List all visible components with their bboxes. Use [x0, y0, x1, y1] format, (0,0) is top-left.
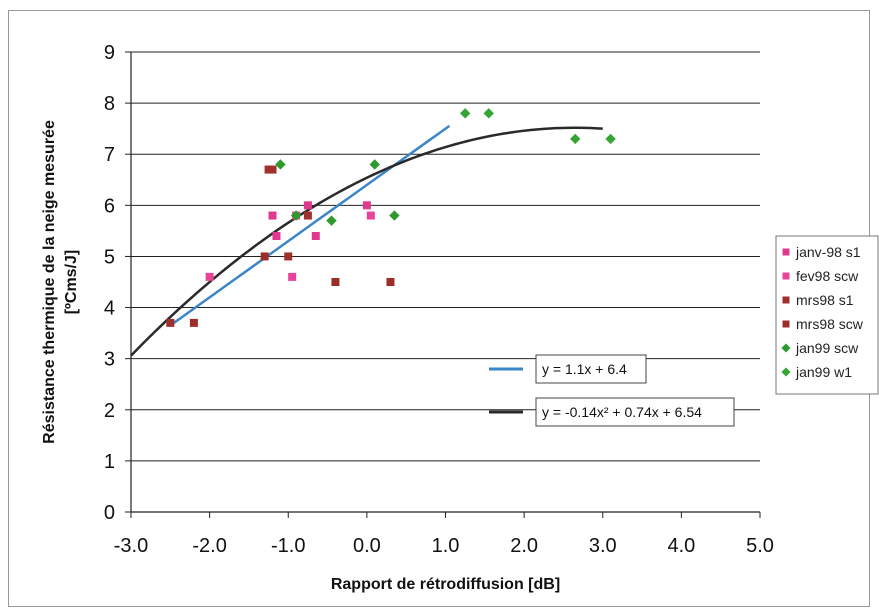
- tick-label-x-1.0: 1.0: [432, 535, 460, 557]
- legend-label-mrs98-scw: mrs98 scw: [796, 316, 864, 332]
- tick-label-y-8: 8: [104, 93, 115, 115]
- data-point-jan99-scw-0: [275, 159, 286, 170]
- tick-label-y-5: 5: [104, 246, 115, 268]
- legend-marker-janv-98-s1: [782, 248, 790, 256]
- data-point-jan99-w1-1: [483, 108, 494, 119]
- tick-label-y-9: 9: [104, 42, 115, 64]
- data-point-janv-98-s1-3: [311, 232, 320, 240]
- equation-label-linear: y = 1.1x + 6.4: [542, 361, 627, 377]
- axes: [125, 51, 761, 518]
- y-axis-title-unit: [ºCms/J]: [63, 250, 80, 315]
- tick-label-x--3.0: -3.0: [114, 535, 148, 557]
- data-point-jan99-w1-3: [605, 133, 616, 145]
- tick-label-x-3.0: 3.0: [589, 535, 617, 557]
- legend: janv-98 s1 fev98 scw mrs98 s1 mrs98 scw jan9…: [775, 235, 879, 395]
- tick-label-x-0.0: 0.0: [353, 535, 381, 557]
- tick-labels: 0 1 2 3 4 5 6 7 8 9 -3.0 -2.0 -1.0 0.0 1.0 2.0 3.0 4.0 5.0: [104, 42, 774, 557]
- tick-label-x-5.0: 5.0: [746, 535, 774, 557]
- trendlines: [130, 124, 603, 357]
- trendline-polynomial: [130, 126, 603, 357]
- y-axis-title-line1: Résistance thermique de la neige mesurée: [41, 120, 58, 444]
- equation-box-polynomial: [535, 397, 735, 427]
- data-point-jan99-scw-1: [290, 210, 302, 221]
- legend-marker-fev98-scw: [782, 272, 790, 280]
- legend-label-fev98-scw: fev98 scw: [796, 268, 859, 284]
- legend-label-mrs98-s1: mrs98 s1: [796, 292, 854, 308]
- legend-marker-mrs98-s1: [782, 296, 790, 304]
- tick-label-x--2.0: -2.0: [192, 535, 226, 557]
- tick-label-y-3: 3: [104, 349, 115, 371]
- legend-label-jan99-scw: jan99 scw: [795, 340, 859, 356]
- legend-marker-mrs98-scw: [782, 320, 790, 328]
- chart-frame: [8, 10, 870, 607]
- tick-label-x-2.0: 2.0: [510, 535, 538, 557]
- tick-label-y-4: 4: [104, 298, 115, 320]
- trendline-equations: y = 1.1x + 6.4 y = -0.14x² + 0.74x + 6.54: [489, 354, 735, 427]
- data-point-mrs98-scw-3: [386, 278, 395, 286]
- legend-marker-jan99-scw: [781, 343, 791, 353]
- data-point-fev98-scw-3: [366, 211, 375, 220]
- tick-label-y-6: 6: [104, 195, 115, 217]
- legend-label-janv-98-s1: janv-98 s1: [795, 244, 861, 260]
- legend-box: [775, 235, 879, 395]
- data-point-mrs98-scw-2: [331, 278, 340, 286]
- x-axis-title: Rapport de rétrodiffusion [dB]: [331, 576, 560, 593]
- data-points: [166, 108, 616, 327]
- data-point-mrs98-s1-2: [268, 165, 277, 174]
- tick-label-y-0: 0: [104, 502, 115, 524]
- equation-label-polynomial: y = -0.14x² + 0.74x + 6.54: [542, 404, 702, 420]
- legend-label-jan99-w1: jan99 w1: [795, 364, 852, 380]
- data-point-jan99-w1-0: [459, 108, 471, 119]
- data-point-janv-98-s1-1: [272, 232, 281, 240]
- data-point-janv-98-s1-4: [362, 201, 371, 210]
- tick-label-x--1.0: -1.0: [271, 535, 305, 557]
- tick-label-y-7: 7: [104, 144, 115, 166]
- tick-label-y-1: 1: [104, 451, 115, 473]
- data-point-fev98-scw-1: [288, 272, 297, 281]
- data-point-jan99-scw-3: [369, 159, 380, 170]
- data-point-mrs98-s1-3: [284, 252, 293, 261]
- trendline-linear: [169, 124, 451, 327]
- equation-box-linear: [535, 354, 647, 384]
- data-point-janv-98-s1-0: [268, 211, 277, 220]
- y-axis-title: Résistance thermique de la neige mesurée…: [41, 120, 80, 444]
- tick-label-x-4.0: 4.0: [667, 535, 695, 557]
- data-point-mrs98-scw-0: [189, 318, 198, 327]
- data-point-janv-98-s1-2: [303, 201, 312, 210]
- legend-marker-jan99-w1: [781, 367, 791, 377]
- data-point-jan99-w1-2: [570, 133, 581, 145]
- data-point-fev98-scw-0: [205, 272, 214, 281]
- data-point-mrs98-scw-1: [260, 252, 269, 261]
- data-point-mrs98-s1-4: [303, 211, 312, 220]
- gridlines: [131, 51, 760, 462]
- data-point-jan99-scw-4: [389, 210, 400, 221]
- data-point-mrs98-s1-0: [166, 318, 175, 327]
- tick-label-y-2: 2: [104, 400, 115, 422]
- data-point-jan99-scw-2: [326, 215, 337, 226]
